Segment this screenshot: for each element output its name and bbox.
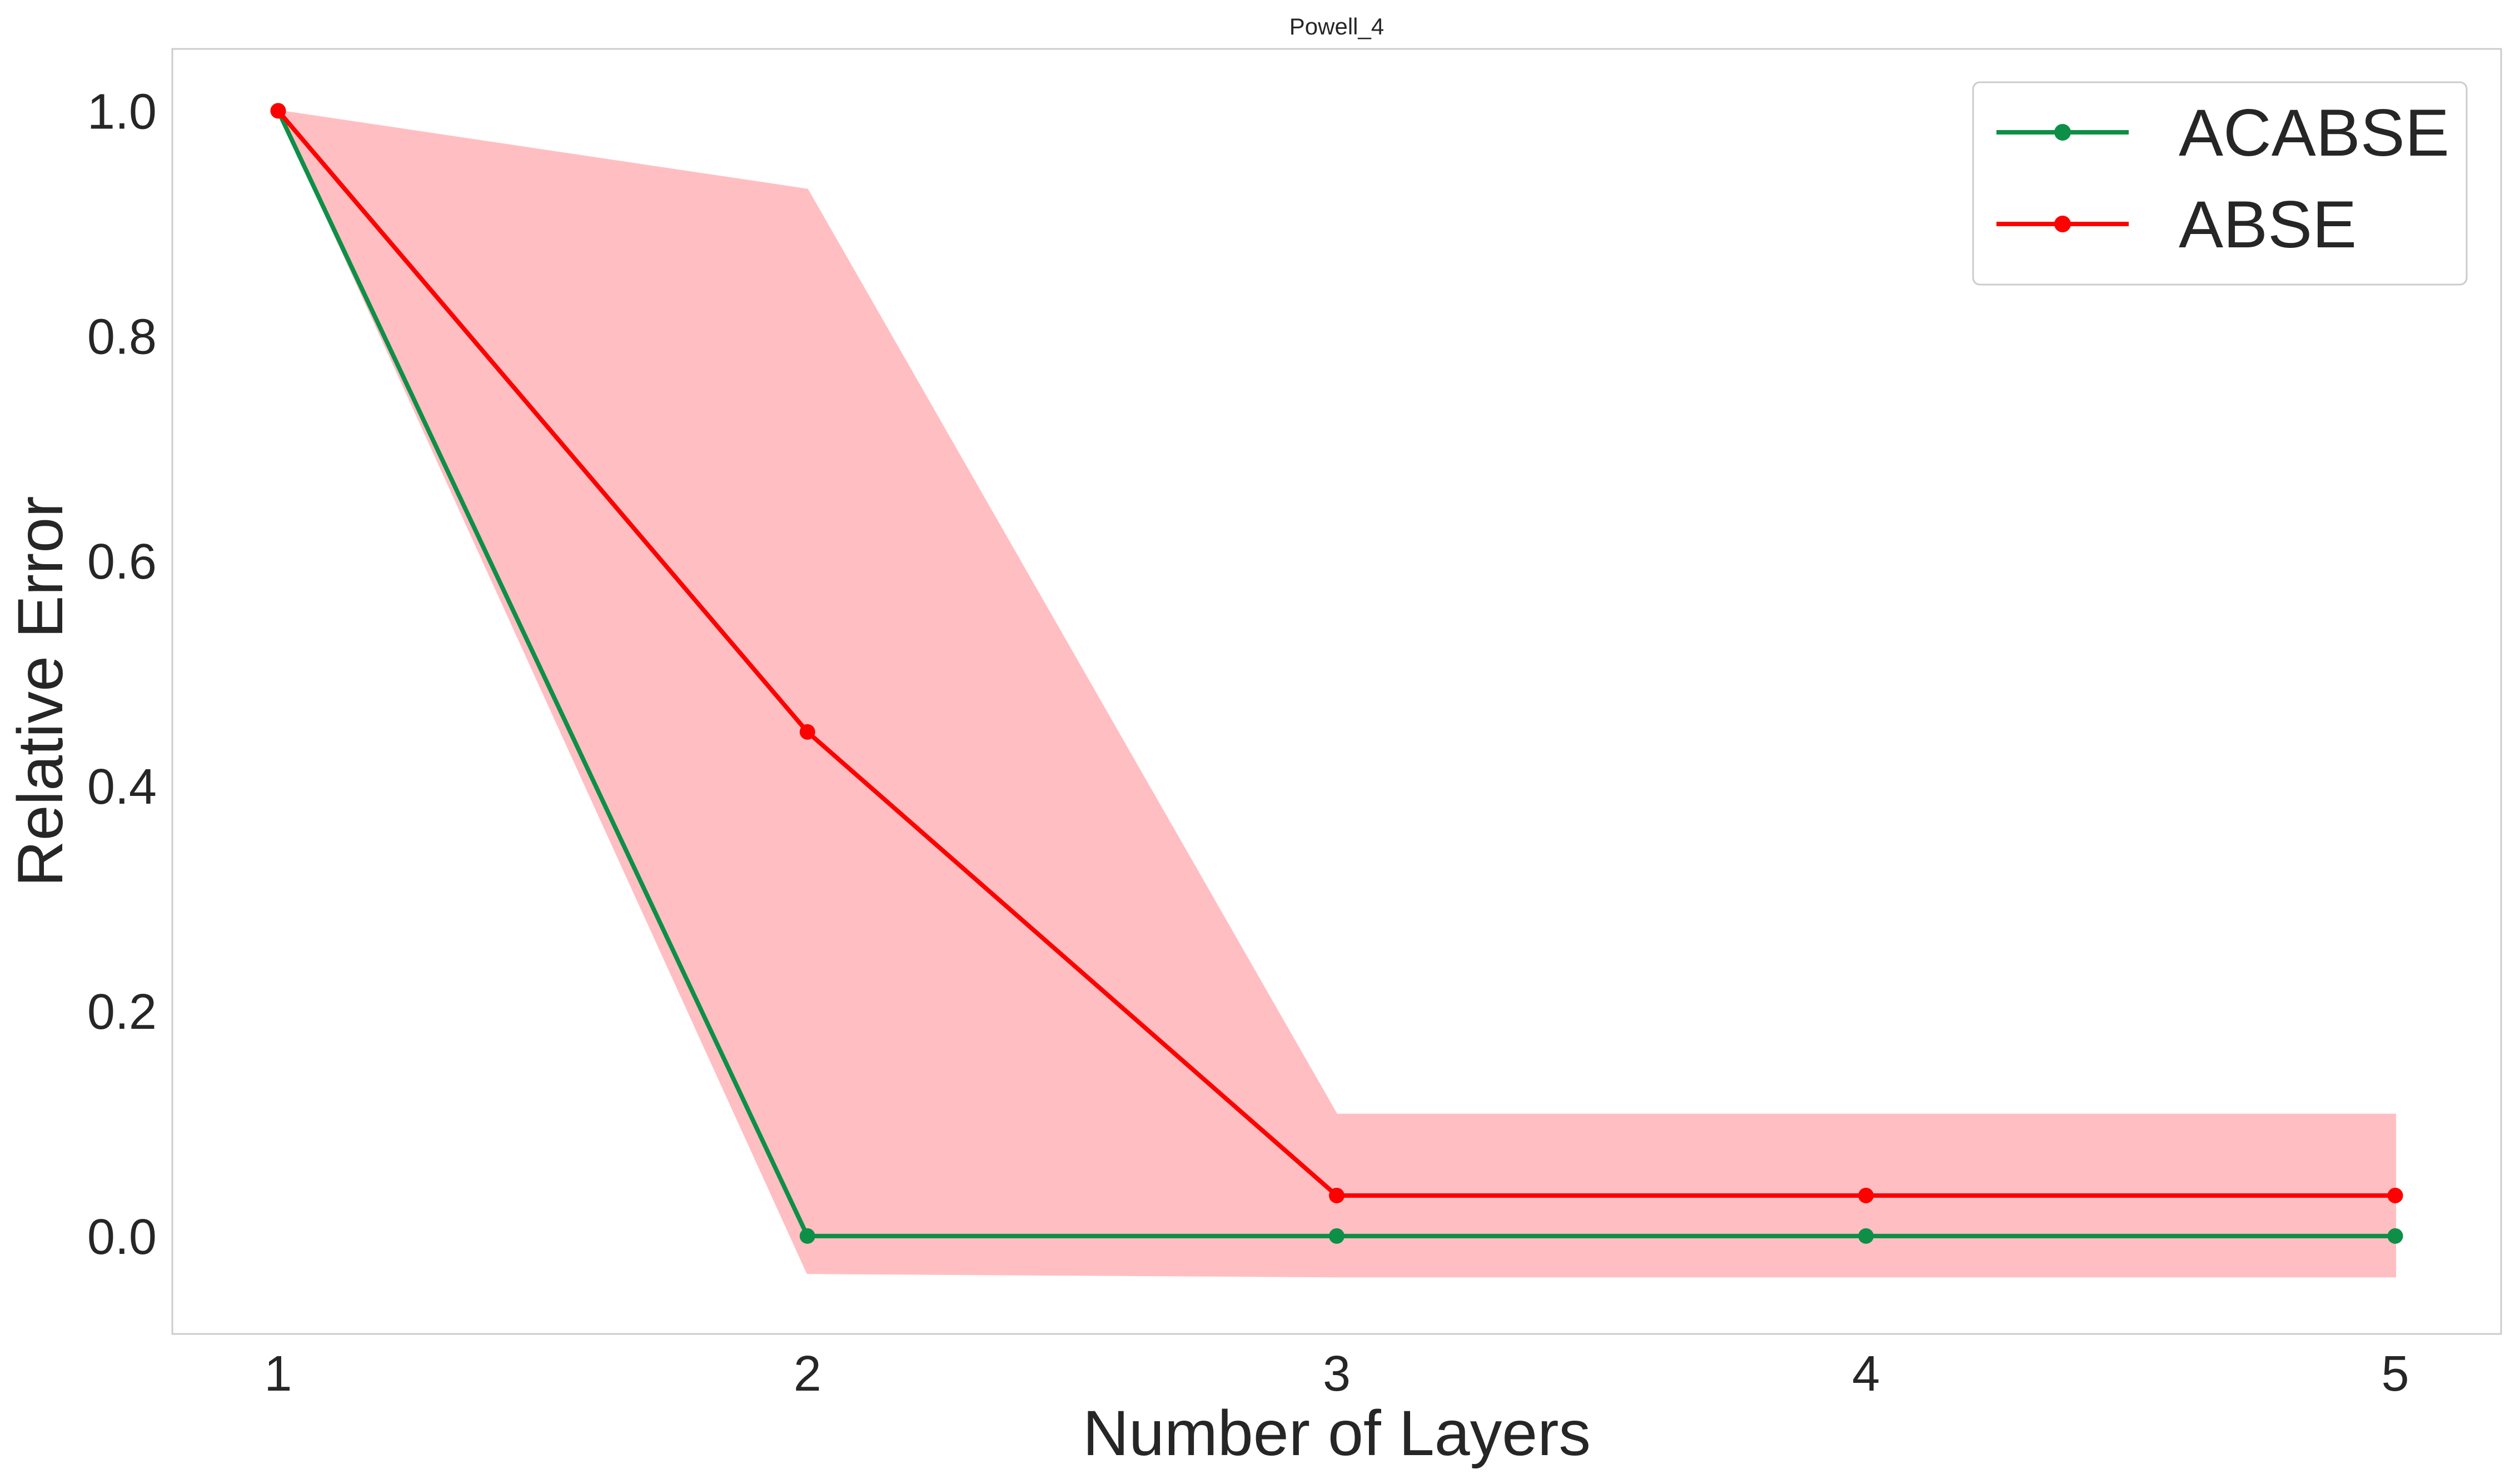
legend-marker-abse bbox=[2054, 216, 2071, 232]
data-point-acabse bbox=[799, 1228, 815, 1244]
y-tick-label: 0.2 bbox=[87, 984, 157, 1040]
y-axis-label: Relative Error bbox=[5, 496, 76, 887]
x-axis-label: Number of Layers bbox=[1083, 1398, 1591, 1469]
series-acabse bbox=[270, 103, 2403, 1244]
series-abse bbox=[270, 103, 2403, 1203]
y-tick-label: 0.6 bbox=[87, 534, 157, 590]
legend-label-abse: ABSE bbox=[2179, 187, 2357, 262]
y-tick-label: 0.0 bbox=[87, 1209, 157, 1265]
x-tick-label: 1 bbox=[264, 1346, 292, 1402]
data-point-abse bbox=[799, 724, 815, 740]
data-point-acabse bbox=[2387, 1228, 2403, 1244]
x-tick-label: 2 bbox=[794, 1346, 821, 1402]
data-point-abse bbox=[1329, 1187, 1344, 1203]
x-tick-label: 4 bbox=[1852, 1346, 1880, 1402]
chart-title: Powell_4 bbox=[1289, 13, 1384, 39]
data-point-acabse bbox=[1858, 1228, 1874, 1244]
x-tick-labels: 1 2 3 4 5 bbox=[264, 1346, 2409, 1402]
y-tick-label: 0.8 bbox=[87, 309, 157, 365]
y-tick-label: 0.4 bbox=[87, 759, 157, 815]
legend-marker-acabse bbox=[2054, 124, 2071, 141]
y-tick-label: 1.0 bbox=[87, 84, 157, 140]
legend-label-acabse: ACABSE bbox=[2179, 96, 2449, 170]
data-point-acabse bbox=[1329, 1228, 1344, 1244]
x-tick-label: 3 bbox=[1323, 1346, 1351, 1402]
x-tick-label: 5 bbox=[2382, 1346, 2409, 1402]
legend: ACABSE ABSE bbox=[1972, 81, 2468, 286]
series-layer bbox=[270, 103, 2403, 1244]
data-point-abse bbox=[1858, 1187, 1874, 1203]
y-tick-labels: 0.0 0.2 0.4 0.6 0.8 1.0 bbox=[87, 84, 157, 1265]
data-point-abse bbox=[270, 103, 286, 119]
data-point-abse bbox=[2387, 1187, 2403, 1203]
